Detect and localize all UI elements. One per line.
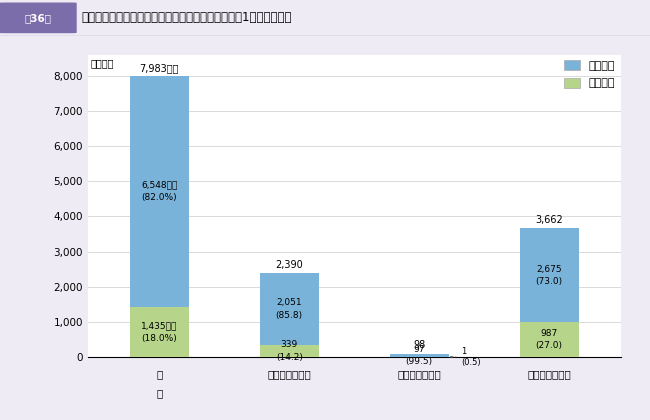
Text: 6,548億円
(82.0%): 6,548億円 (82.0%)	[141, 181, 177, 202]
Text: 2,390: 2,390	[276, 260, 303, 270]
Bar	[130, 76, 188, 307]
Text: うち老人福社費: うち老人福社費	[397, 369, 441, 379]
Bar	[520, 322, 578, 357]
Text: 987
(27.0): 987 (27.0)	[536, 329, 563, 350]
Text: うち社会福社費: うち社会福社費	[267, 369, 311, 379]
Text: 民生費の目的別扶助費（補助・単独）の状況（その1　都道府県）: 民生費の目的別扶助費（補助・単独）の状況（その1 都道府県）	[81, 11, 292, 24]
Text: 合: 合	[156, 369, 162, 379]
Bar	[130, 307, 188, 357]
Text: 3,662: 3,662	[536, 215, 563, 225]
Text: 98: 98	[413, 340, 425, 350]
Text: （億円）: （億円）	[90, 58, 114, 68]
Bar	[260, 345, 318, 357]
Text: 7,983億円: 7,983億円	[140, 63, 179, 73]
Bar	[520, 228, 578, 322]
Bar	[390, 354, 448, 357]
Text: 97
(99.5): 97 (99.5)	[406, 344, 433, 366]
Bar	[260, 273, 318, 345]
Legend: 補助事業, 単独事業: 補助事業, 単独事業	[564, 60, 615, 88]
Text: 第36図: 第36図	[24, 13, 51, 23]
Text: 計: 計	[156, 388, 162, 399]
Text: 339
(14.2): 339 (14.2)	[276, 340, 303, 362]
Text: 2,675
(73.0): 2,675 (73.0)	[536, 265, 563, 286]
FancyBboxPatch shape	[0, 3, 77, 33]
Text: 1
(0.5): 1 (0.5)	[461, 346, 480, 368]
Text: 2,051
(85.8): 2,051 (85.8)	[276, 298, 303, 320]
Text: 1,435億円
(18.0%): 1,435億円 (18.0%)	[141, 321, 177, 343]
Text: うち児童福社費: うち児童福社費	[527, 369, 571, 379]
